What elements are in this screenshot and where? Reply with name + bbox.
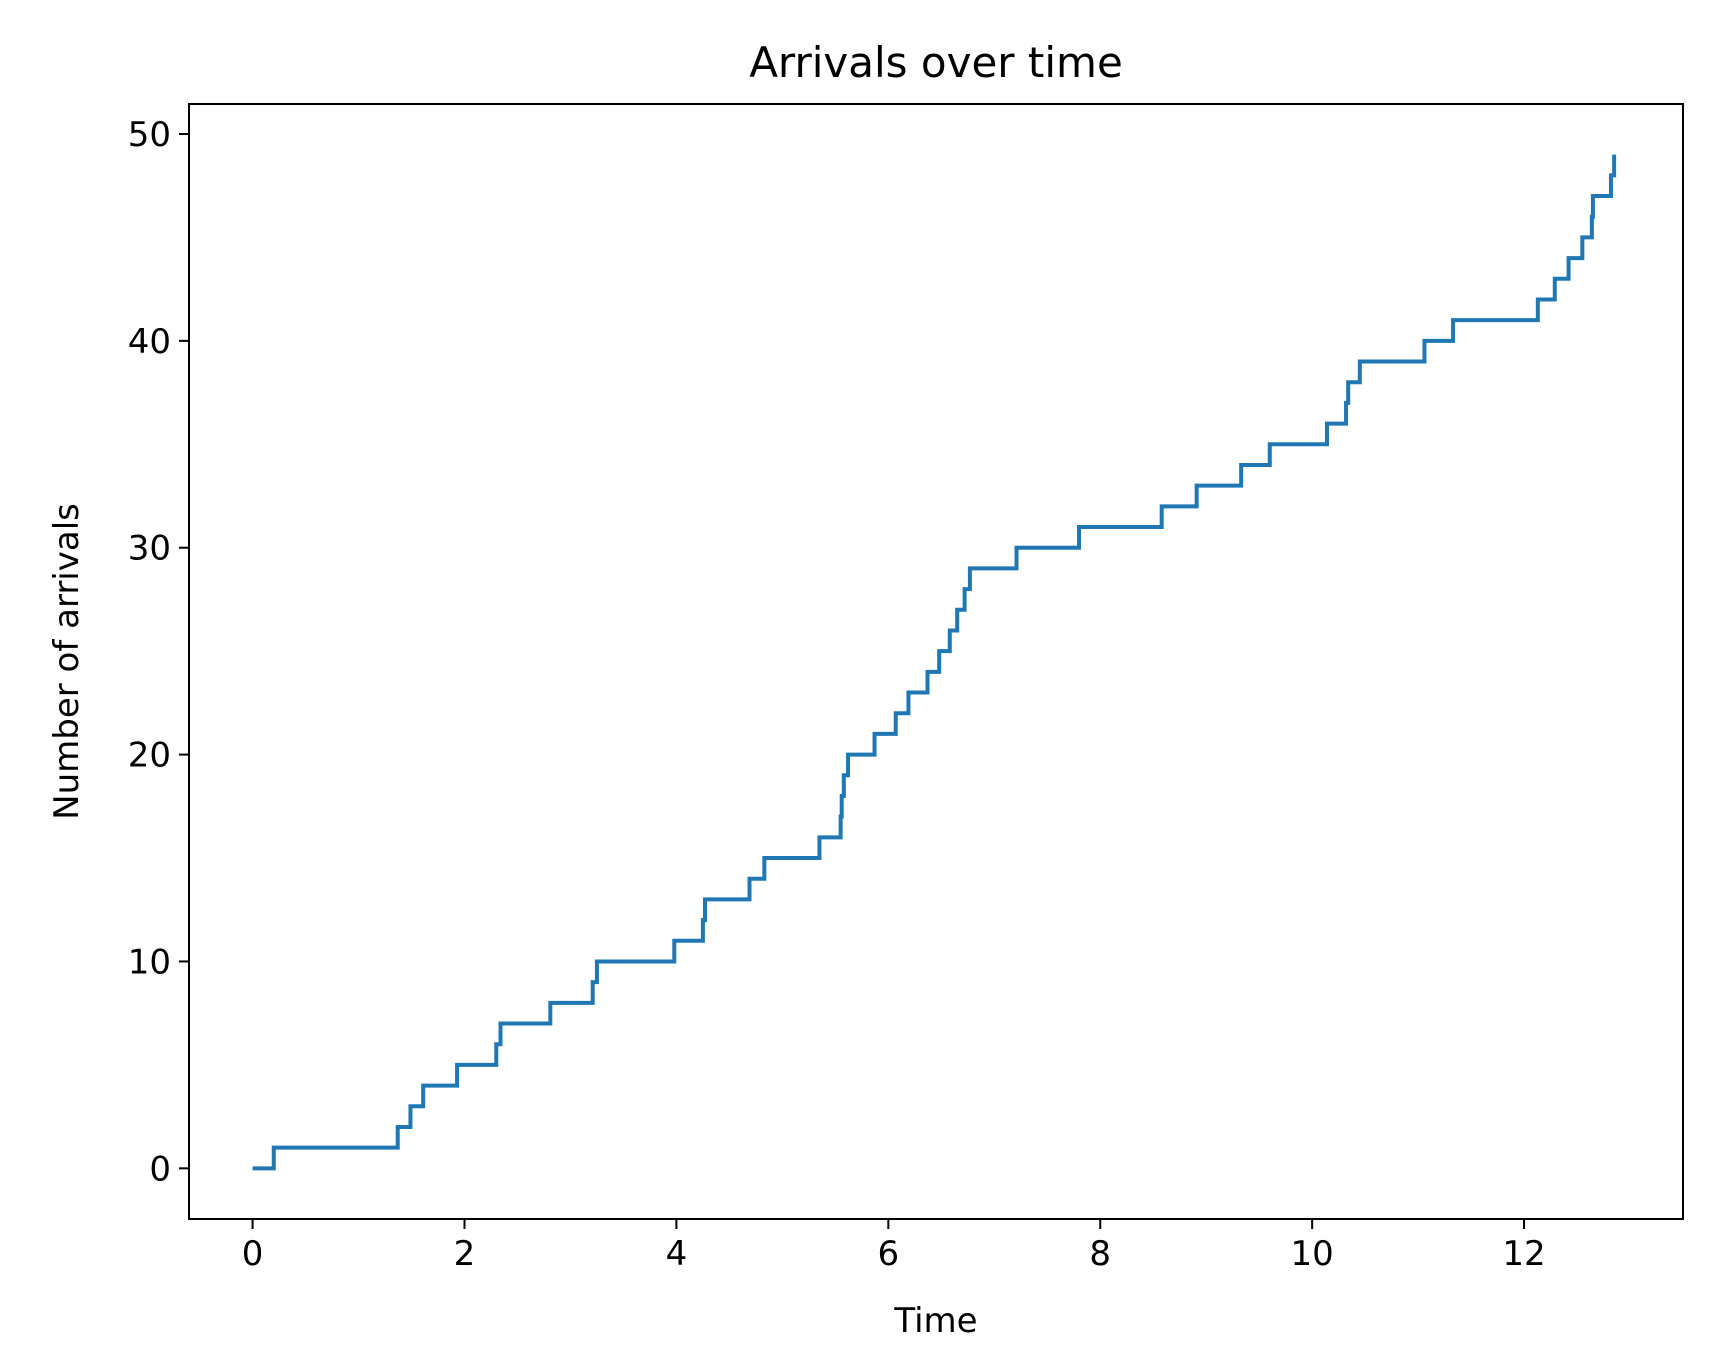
x-tick-label: 4 (666, 1234, 688, 1274)
y-tick-label: 20 (128, 736, 171, 776)
plot-area (252, 154, 1617, 1171)
y-tick-label: 10 (128, 942, 171, 982)
x-tick-label: 10 (1291, 1234, 1334, 1274)
y-tick-label: 0 (149, 1149, 171, 1189)
x-tick-label: 0 (242, 1234, 264, 1274)
x-tick-label: 8 (1089, 1234, 1111, 1274)
plot-frame (188, 103, 1684, 1220)
y-axis: 0 10 20 30 40 50 (128, 115, 189, 1189)
x-tick-label: 12 (1502, 1234, 1545, 1274)
x-axis-label: Time (893, 1301, 977, 1341)
x-tick-label: 6 (877, 1234, 899, 1274)
y-axis-label: Number of arrivals (47, 503, 87, 820)
series-line (252, 154, 1617, 1171)
y-tick-label: 50 (128, 115, 171, 155)
x-axis: 0 2 4 6 8 10 12 (242, 1219, 1546, 1274)
chart-title: Arrivals over time (749, 38, 1123, 87)
x-tick-label: 2 (454, 1234, 476, 1274)
y-tick-label: 30 (128, 529, 171, 569)
y-tick-label: 40 (128, 322, 171, 362)
